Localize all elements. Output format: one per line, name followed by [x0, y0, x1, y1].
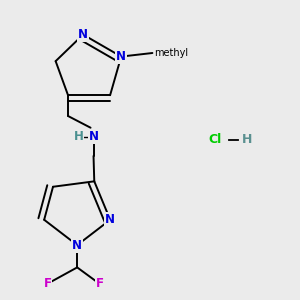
Text: N: N — [116, 50, 126, 63]
Text: H: H — [242, 133, 252, 146]
Text: N: N — [72, 238, 82, 252]
Text: methyl: methyl — [154, 48, 188, 58]
Text: N: N — [88, 130, 98, 143]
Text: H: H — [74, 130, 84, 143]
Text: F: F — [44, 277, 52, 290]
Text: F: F — [95, 277, 104, 290]
Text: Cl: Cl — [209, 133, 222, 146]
Text: N: N — [105, 213, 115, 226]
Text: N: N — [78, 28, 88, 41]
